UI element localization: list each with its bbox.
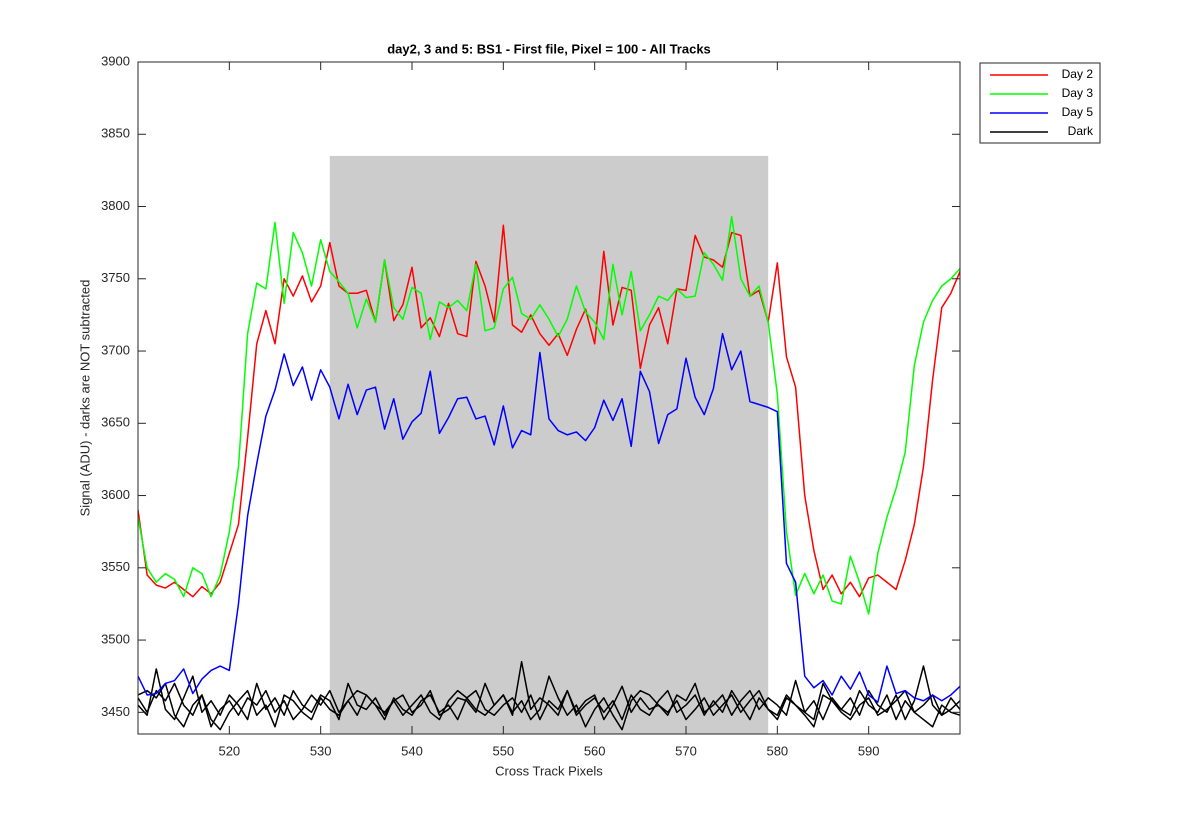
x-tick-label: 570: [675, 743, 697, 758]
tick-layer: 520 530 540 550 560 570 580 590 3450 3500 3550 3600…: [101, 53, 960, 758]
x-axis-label: Cross Track Pixels: [495, 763, 603, 778]
dark-line: [138, 682, 960, 728]
shade-layer: [329, 155, 769, 734]
y-tick-label: 3800: [101, 198, 130, 213]
x-tick-label: 550: [492, 743, 514, 758]
x-tick-label: 580: [766, 743, 788, 758]
legend-box: [979, 62, 1101, 144]
x-tick-label: 530: [310, 743, 332, 758]
legend-label: Day 3: [1062, 86, 1094, 100]
y-tick-label: 3450: [101, 704, 130, 719]
y-tick-label: 3700: [101, 342, 130, 357]
legend-label: Day 2: [1062, 67, 1094, 81]
y-tick-label: 3900: [101, 53, 130, 68]
y-tick-label: 3650: [101, 415, 130, 430]
chart-title: day2, 3 and 5: BS1 - First file, Pixel =…: [387, 41, 711, 56]
y-tick-label: 3550: [101, 559, 130, 574]
axes-box: [137, 61, 961, 735]
series-line: [138, 224, 960, 598]
x-tick-label: 590: [858, 743, 880, 758]
line-layer: [138, 215, 960, 731]
series-line: [138, 215, 960, 615]
y-tick-label: 3500: [101, 632, 130, 647]
x-tick-label: 540: [401, 743, 423, 758]
y-axis-label: Signal (ADU) - darks are NOT subtracted: [77, 280, 92, 517]
dark-line: [138, 660, 960, 721]
x-tick-label: 520: [218, 743, 240, 758]
y-tick-label: 3850: [101, 126, 130, 141]
y-tick-label: 3750: [101, 270, 130, 285]
legend-label: Day 5: [1062, 105, 1094, 119]
legend: Day 2 Day 3 Day 5 Dark: [990, 67, 1094, 138]
y-tick-label: 3600: [101, 487, 130, 502]
x-tick-label: 560: [584, 743, 606, 758]
series-line: [138, 332, 960, 703]
dark-line: [138, 675, 960, 731]
legend-label: Dark: [1068, 124, 1094, 138]
shaded-region: [329, 155, 769, 734]
